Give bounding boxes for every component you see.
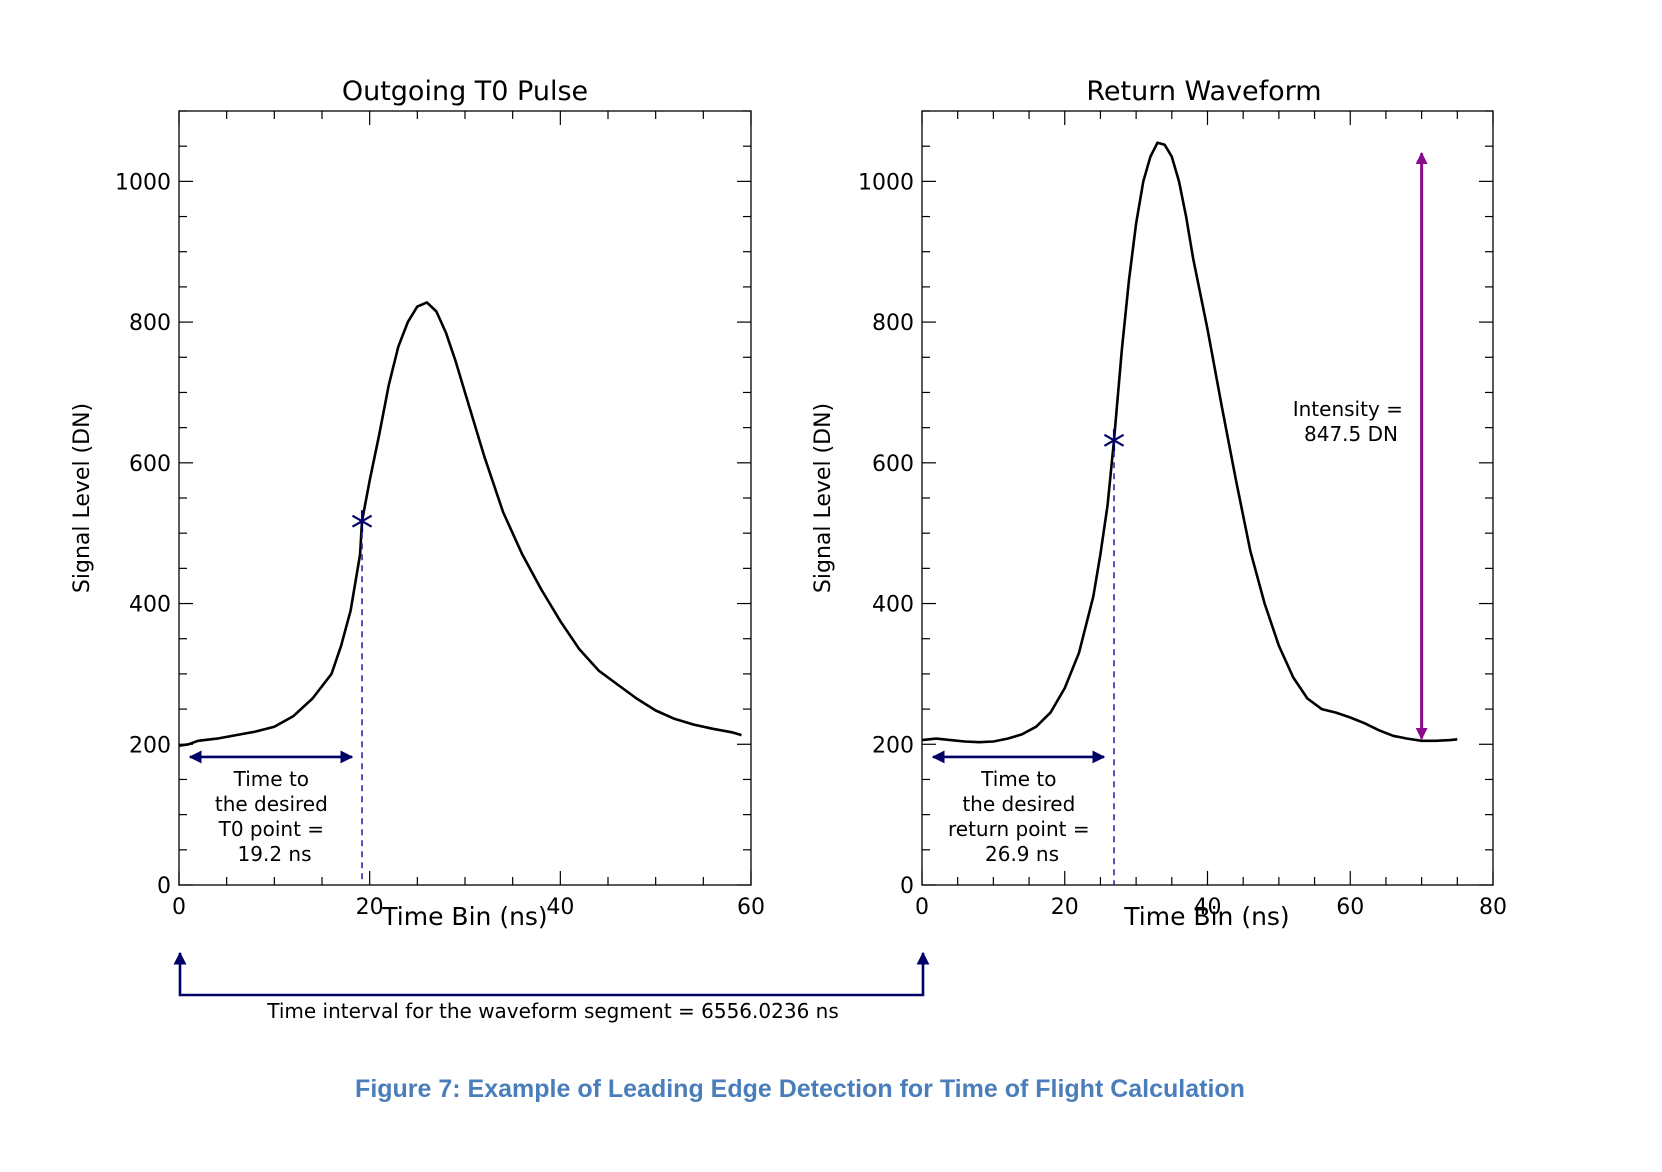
time-to-point-line-3: return point =: [948, 817, 1090, 841]
y-tick-label: 0: [157, 874, 171, 899]
segment-interval-path: [173, 951, 930, 997]
chart-title-return: Return Waveform: [1086, 76, 1321, 107]
x-axis-label-outgoing: Time Bin (ns): [381, 902, 547, 931]
time-to-point-line-4: 19.2 ns: [238, 842, 312, 866]
y-tick-label: 0: [900, 874, 914, 899]
x-tick-label: 80: [1479, 895, 1507, 920]
intensity-line-1: Intensity =: [1293, 397, 1403, 421]
leading-edge-marker-outgoing: [351, 510, 373, 533]
time-to-point-line-3: T0 point =: [218, 817, 324, 841]
x-tick-label: 0: [172, 895, 186, 920]
y-tick-label: 200: [872, 733, 914, 758]
waveform-line-return: [921, 141, 1458, 744]
return-waveform-chart: Return Waveform Signal Level (DN) Time B…: [811, 76, 1507, 931]
waveform-line-outgoing: [178, 301, 742, 747]
segment-interval-label: Time interval for the waveform segment =…: [266, 999, 839, 1023]
marker-stroke: [1103, 433, 1125, 447]
time-to-point-label-outgoing: Time to the desired T0 point = 19.2 ns: [215, 767, 334, 866]
y-axis-label-outgoing: Signal Level (DN): [70, 403, 95, 593]
y-tick-label: 400: [129, 593, 171, 618]
x-axis-label-return: Time Bin (ns): [1123, 902, 1289, 931]
intensity-line-2: 847.5 DN: [1304, 422, 1398, 446]
segment-interval-connector: Time interval for the waveform segment =…: [173, 951, 930, 1023]
chart-title-outgoing: Outgoing T0 Pulse: [342, 76, 588, 107]
x-tick-label: 60: [737, 895, 765, 920]
y-tick-label: 600: [872, 452, 914, 477]
marker-stroke: [351, 514, 373, 528]
figure-caption: Figure 7: Example of Leading Edge Detect…: [355, 1075, 1245, 1103]
x-tick-label: 60: [1336, 895, 1364, 920]
leading-edge-marker-return: [1103, 429, 1125, 452]
y-tick-label: 800: [129, 311, 171, 336]
outgoing-pulse-chart: Outgoing T0 Pulse Signal Level (DN) Time…: [70, 76, 765, 931]
time-to-point-line-2: the desired: [215, 792, 328, 816]
y-tick-label: 1000: [115, 170, 171, 195]
y-tick-label: 400: [872, 593, 914, 618]
time-to-point-line-1: Time to: [233, 767, 309, 791]
y-tick-label: 800: [872, 311, 914, 336]
x-tick-label: 40: [546, 895, 574, 920]
y-tick-label: 200: [129, 733, 171, 758]
x-tick-label: 20: [1051, 895, 1079, 920]
x-tick-label: 0: [915, 895, 929, 920]
intensity-label: Intensity = 847.5 DN: [1293, 397, 1410, 446]
time-to-point-line-4: 26.9 ns: [985, 842, 1059, 866]
y-tick-label: 600: [129, 452, 171, 477]
time-to-point-label-return: Time to the desired return point = 26.9 …: [948, 767, 1096, 866]
time-to-point-line-1: Time to: [980, 767, 1056, 791]
time-to-point-line-2: the desired: [962, 792, 1075, 816]
y-tick-label: 1000: [858, 170, 914, 195]
x-tick-label: 40: [1194, 895, 1222, 920]
y-axis-label-return: Signal Level (DN): [811, 403, 836, 593]
x-tick-label: 20: [356, 895, 384, 920]
